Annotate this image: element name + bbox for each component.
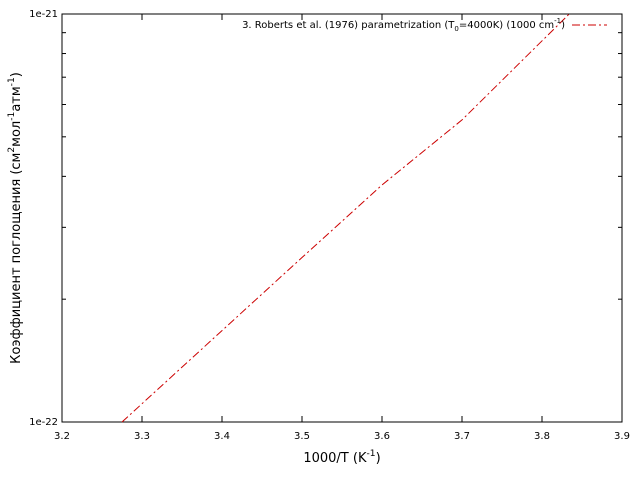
label-part: 2 [7, 147, 17, 153]
label-part: 1000/T (K [303, 451, 367, 466]
label-part: -1 [7, 112, 17, 121]
y-tick-label: 1e-21 [29, 9, 58, 20]
label-part: -1 [7, 77, 17, 86]
data-line [121, 13, 570, 423]
label-part: ) [376, 451, 381, 466]
x-tick-label: 3.3 [134, 431, 150, 442]
label-part: -1 [366, 449, 375, 459]
label-part: =4000K) (1000 cm [459, 20, 554, 31]
y-tick-label: 1e-22 [29, 417, 58, 428]
x-tick-label: 3.2 [54, 431, 70, 442]
x-tick-label: 3.4 [214, 431, 230, 442]
label-part: ) [561, 20, 565, 31]
x-tick-label: 3.7 [454, 431, 470, 442]
x-tick-label: 3.8 [534, 431, 550, 442]
label-part: ) [9, 72, 24, 77]
x-tick-label: 3.9 [614, 431, 630, 442]
label-part: -1 [554, 17, 561, 25]
legend-label: 3. Roberts et al. (1976) parametrization… [242, 17, 565, 33]
x-axis-label: 1000/T (K-1) [303, 449, 380, 466]
label-part: 3. Roberts et al. (1976) parametrization… [242, 20, 455, 31]
x-tick-label: 3.5 [294, 431, 310, 442]
x-tick-label: 3.6 [374, 431, 390, 442]
label-part: Коэффициент поглощения (см [9, 153, 24, 364]
plot-border [61, 13, 623, 423]
y-axis-label: Коэффициент поглощения (см2мол-1атм-1) [7, 72, 24, 364]
label-part: мол [9, 121, 24, 147]
label-part: 0 [454, 25, 458, 33]
label-part: атм [9, 86, 24, 111]
